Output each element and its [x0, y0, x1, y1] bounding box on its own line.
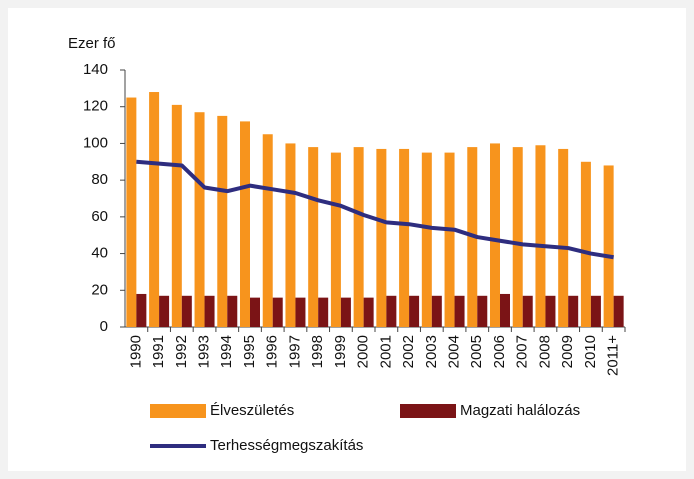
bar [399, 148, 410, 327]
x-tick-label: 2009 [559, 335, 576, 368]
y-tick-label: 40 [91, 245, 108, 262]
x-tick-label: 2011+ [605, 335, 622, 376]
bar [363, 297, 374, 327]
x-tick-label: 2000 [355, 335, 372, 368]
bar [204, 295, 215, 327]
x-tick-label: 1998 [309, 335, 326, 368]
bar [194, 112, 205, 327]
bar [558, 148, 569, 327]
bar [500, 293, 510, 327]
bar [262, 134, 273, 327]
y-tick-label: 20 [91, 281, 108, 298]
legend-label: Élveszületés [210, 402, 294, 419]
bar [545, 295, 556, 327]
x-tick-label: 1991 [150, 335, 167, 368]
y-tick-label: 140 [83, 61, 108, 78]
bar [171, 104, 182, 327]
x-tick-label: 2010 [582, 335, 599, 368]
bar [409, 295, 420, 327]
bar [250, 297, 260, 327]
panel [8, 8, 686, 471]
bar [512, 147, 523, 327]
x-tick-label: 2003 [423, 335, 440, 368]
x-tick-label: 2004 [446, 335, 463, 368]
bar [386, 295, 397, 327]
bar [580, 161, 591, 327]
line [136, 159, 614, 260]
bar [159, 295, 170, 327]
legend-label: Terhességmegszakítás [210, 437, 363, 454]
bar [522, 295, 533, 327]
bar [340, 297, 351, 327]
y-tick-label: 80 [91, 171, 108, 188]
bar [318, 297, 329, 327]
bar [272, 297, 283, 327]
bar [330, 152, 341, 327]
bar [477, 295, 488, 327]
y-tick-label: 100 [83, 134, 108, 151]
bar [431, 295, 442, 327]
bar [376, 148, 387, 327]
x-tick-label: 1995 [241, 335, 258, 368]
x-tick-label: 1997 [286, 335, 303, 368]
bar [285, 143, 296, 327]
x-tick-label: 1994 [218, 335, 235, 368]
bar [568, 295, 579, 327]
bar [613, 295, 624, 327]
y-tick-label: 120 [83, 98, 108, 115]
x-tick-label: 1990 [127, 335, 144, 368]
x-tick-label: 1996 [264, 335, 281, 368]
bar [444, 152, 455, 327]
x-tick-label: 2005 [468, 335, 485, 368]
bar [454, 295, 465, 327]
bar [603, 165, 614, 327]
bar [240, 121, 250, 328]
bar [308, 147, 319, 327]
x-tick-label: 2002 [400, 335, 417, 368]
y-axis-title: Ezer fő [68, 35, 116, 52]
legend-swatch [150, 404, 206, 418]
x-tick-label: 2008 [536, 335, 553, 368]
y-tick-label: 60 [91, 208, 108, 225]
legend-swatch [400, 404, 456, 418]
bar [181, 295, 192, 327]
bar [353, 147, 364, 327]
bar [295, 297, 306, 327]
x-tick-label: 1993 [196, 335, 213, 368]
bar [217, 115, 228, 328]
x-tick-label: 2007 [514, 335, 531, 368]
bar [535, 145, 546, 327]
bar [149, 92, 160, 328]
y-tick-label: 0 [100, 318, 108, 335]
bar [590, 295, 601, 327]
x-tick-label: 2006 [491, 335, 508, 368]
x-tick-label: 1999 [332, 335, 349, 368]
bar [126, 97, 137, 328]
bar [227, 295, 238, 327]
bar [490, 143, 500, 327]
bar [421, 152, 432, 327]
legend-label: Magzati halálozás [460, 402, 580, 419]
x-tick-label: 1992 [173, 335, 190, 368]
bar [136, 293, 147, 327]
x-tick-label: 2001 [377, 335, 394, 368]
